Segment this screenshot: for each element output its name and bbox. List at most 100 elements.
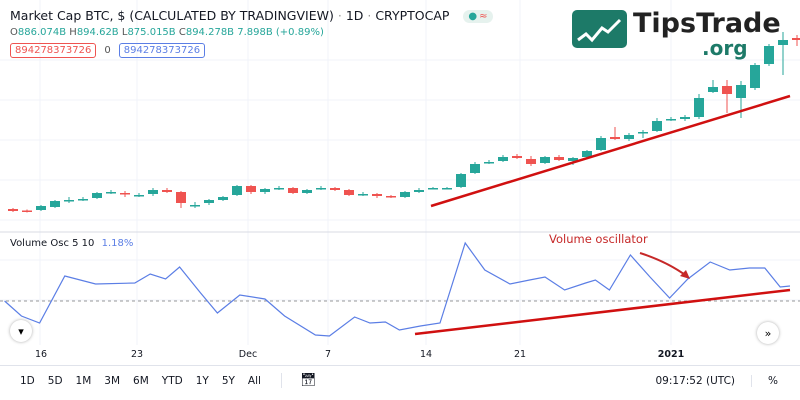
candle-body <box>512 156 522 158</box>
candle-body <box>232 186 242 195</box>
candle <box>582 150 592 158</box>
candle <box>596 136 606 151</box>
double-chevron-right-icon: » <box>764 326 772 340</box>
open-value: 886.074B <box>17 27 67 38</box>
candle <box>386 195 396 198</box>
candle-body <box>176 192 186 203</box>
candle-body <box>8 209 18 211</box>
candle <box>610 127 620 140</box>
candle-body <box>288 188 298 193</box>
candle-body <box>134 195 144 197</box>
candle-body <box>610 137 620 139</box>
x-tick: 2021 <box>657 349 685 360</box>
trendline-oscillator[interactable] <box>414 288 791 336</box>
candle <box>358 192 368 196</box>
candle <box>162 188 172 193</box>
candle <box>400 191 410 198</box>
candle-body <box>50 201 60 207</box>
candle <box>442 187 452 190</box>
candle <box>176 191 186 208</box>
candle-body <box>624 135 634 139</box>
exchange: CRYPTOCAP <box>375 8 450 23</box>
high-value: 894.62B <box>76 27 119 38</box>
candle-body <box>400 192 410 197</box>
candle-body <box>778 40 788 45</box>
buy-price-box[interactable]: 894278373726 <box>118 43 206 58</box>
candle-body <box>568 158 578 161</box>
low-value: 875.015B <box>127 27 176 38</box>
range-all[interactable]: All <box>247 374 261 387</box>
percent-toggle[interactable]: % <box>751 374 778 387</box>
grid <box>0 0 800 345</box>
candle-body <box>204 200 214 203</box>
arrow-head-icon <box>680 270 690 279</box>
candle-body <box>596 138 606 150</box>
candle-body <box>358 194 368 196</box>
candle-body <box>414 190 424 192</box>
candle <box>652 118 662 132</box>
candle <box>764 44 774 66</box>
price-inputs: 894278373726 0 894278373726 <box>10 43 206 58</box>
chart-logo-icon <box>572 10 627 48</box>
hide-tools-button[interactable]: ▾ <box>10 320 32 342</box>
candle-body <box>680 117 690 119</box>
candle-body <box>666 119 676 121</box>
range-1y[interactable]: 1Y <box>195 374 209 387</box>
range-5d[interactable]: 5D <box>47 374 63 387</box>
scroll-to-realtime-button[interactable]: » <box>757 322 779 344</box>
status-pills[interactable]: ● ≈ <box>463 10 493 23</box>
candle <box>470 162 480 174</box>
candle-body <box>428 188 438 190</box>
candle <box>512 154 522 159</box>
candle-body <box>582 151 592 157</box>
candle <box>554 155 564 161</box>
candle-body <box>344 190 354 195</box>
clock[interactable]: 09:17:52 (UTC) <box>655 374 736 387</box>
sell-price-box[interactable]: 894278373726 <box>10 43 97 58</box>
candle-body <box>526 159 536 164</box>
candle <box>484 160 494 164</box>
range-1d[interactable]: 1D <box>20 374 35 387</box>
range-6m[interactable]: 6M <box>133 374 149 387</box>
candle-body <box>638 132 648 134</box>
candle <box>540 156 550 164</box>
x-tick: 16 <box>34 349 48 360</box>
candle-body <box>274 188 284 190</box>
indicator-params: 5 10 <box>72 238 95 249</box>
chevron-double-icon: ▾ <box>18 324 24 338</box>
candle-body <box>302 190 312 193</box>
low-label: L <box>121 27 128 38</box>
indicator-value: 1.18% <box>101 238 134 249</box>
logo-text: TipsTrade <box>633 8 781 39</box>
candle-body <box>218 197 228 200</box>
candle <box>260 188 270 194</box>
candle <box>190 202 200 208</box>
change-value: 7.898B (+0.89%) <box>237 27 324 38</box>
candle <box>372 193 382 198</box>
candle <box>526 156 536 166</box>
volume-osc-line <box>4 241 791 337</box>
symbol-title: Market Cap BTC, $ (CALCULATED BY TRADING… <box>10 8 334 23</box>
symbol-header[interactable]: Market Cap BTC, $ (CALCULATED BY TRADING… <box>10 8 493 23</box>
range-1m[interactable]: 1M <box>75 374 92 387</box>
candle <box>246 185 256 194</box>
candle-body <box>554 157 564 160</box>
candle-body <box>148 190 158 194</box>
candle-body <box>652 121 662 131</box>
candle <box>330 187 340 191</box>
range-3m[interactable]: 3M <box>104 374 121 387</box>
x-tick: 23 <box>130 349 144 360</box>
range-5y[interactable]: 5Y <box>221 374 235 387</box>
trendline-price[interactable] <box>430 94 791 208</box>
candle-body <box>498 157 508 161</box>
candle <box>64 197 74 203</box>
ohlc-readout: O886.074B H894.62B L875.015B C894.278B 7… <box>10 27 324 38</box>
candle <box>722 80 732 113</box>
go-to-date-icon[interactable]: 📅︎ <box>280 373 316 388</box>
indicator-legend[interactable]: Volume Osc 5 10 1.18% <box>10 238 133 249</box>
range-ytd[interactable]: YTD <box>161 374 183 387</box>
high-label: H <box>69 27 77 38</box>
candle-body <box>456 174 466 187</box>
candle <box>680 115 690 121</box>
